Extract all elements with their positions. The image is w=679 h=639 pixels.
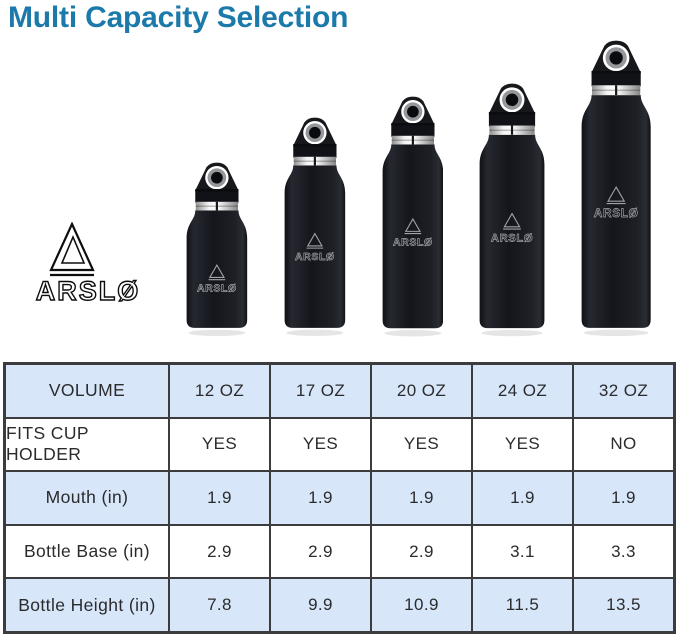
bottle-shadow: [481, 329, 543, 337]
bottle-brand-text: ARSLØ: [594, 206, 639, 220]
table-cell-value: NO: [573, 417, 674, 472]
bottle-brand-logo: [606, 186, 626, 205]
bottle-20-oz: ARSLØ: [382, 96, 443, 337]
bottle-body: [479, 134, 545, 328]
table-cell-value: 7.8: [169, 578, 270, 632]
table-col-header: 12 OZ: [169, 364, 270, 418]
table-cell-value: YES: [371, 417, 472, 472]
table-row-label: Bottle Base (in): [5, 524, 169, 579]
table-cell-value: 1.9: [573, 471, 674, 525]
table-cell-value: YES: [270, 417, 371, 472]
bottle-body: [382, 144, 443, 328]
table-row-label: FITS CUP HOLDER: [5, 417, 169, 472]
capacity-table: VOLUME 12 OZ 17 OZ 20 OZ 24 OZ 32 OZ FITS CUP …: [3, 362, 676, 634]
bottle-loop-cap: [489, 83, 536, 114]
table-row-label: Bottle Height (in): [5, 578, 169, 632]
bottle-shadow: [384, 329, 441, 337]
table-cell-value: 11.5: [472, 578, 573, 632]
table-cell-value: 9.9: [270, 578, 371, 632]
table-cell-value: 2.9: [270, 524, 371, 579]
bottle-brand-text: ARSLØ: [393, 236, 433, 248]
bottle-brand-logo: [404, 217, 421, 234]
table-cell-value: 10.9: [371, 578, 472, 632]
table-row-label: Mouth (in): [5, 471, 169, 525]
bottle-12-oz: ARSLØ: [186, 162, 248, 337]
bottle-brand-logo: [306, 232, 323, 249]
bottle-cap-collar: [489, 112, 536, 127]
table-header-volume: VOLUME: [5, 364, 169, 418]
table-cell-value: 13.5: [573, 578, 674, 632]
table-cell-value: 3.3: [573, 524, 674, 579]
table-cell-value: 1.9: [371, 471, 472, 525]
table-cell-value: 2.9: [371, 524, 472, 579]
bottle-17-oz: ARSLØ: [284, 117, 345, 337]
table-cell-value: 1.9: [270, 471, 371, 525]
bottle-lineup: ARSLØ ARSLØ: [186, 40, 652, 338]
bottle-shadow: [286, 329, 344, 337]
table-cell-value: YES: [472, 417, 573, 472]
table-cell-value: 1.9: [169, 471, 270, 525]
bottle-cap-collar: [293, 144, 337, 158]
bottle-32-oz: ARSLØ: [581, 40, 651, 337]
bottle-shadow: [188, 329, 246, 337]
bottle-cap-collar: [195, 189, 239, 203]
bottle-shadow: [584, 329, 649, 337]
bottle-loop-cap: [195, 162, 239, 191]
bottle-brand-logo: [503, 212, 522, 230]
brand-triangle-logo: [49, 222, 95, 277]
table-cell-value: 3.1: [472, 524, 573, 579]
bottle-brand-logo: [208, 264, 226, 281]
bottle-cap-collar: [591, 71, 642, 87]
bottle-24-oz: ARSLØ: [479, 83, 545, 337]
bottle-body: [581, 95, 651, 328]
bottle-loop-cap: [591, 40, 642, 73]
table-col-header: 24 OZ: [472, 364, 573, 418]
table-col-header: 32 OZ: [573, 364, 674, 418]
bottle-brand-text: ARSLØ: [295, 251, 335, 263]
bottle-brand-text: ARSLØ: [491, 233, 533, 245]
table-col-header: 20 OZ: [371, 364, 472, 418]
page-title: Multi Capacity Selection: [8, 1, 349, 34]
table-cell-value: 1.9: [472, 471, 573, 525]
bottle-loop-cap: [390, 96, 435, 125]
table-cell-value: YES: [169, 417, 270, 472]
bottle-body: [186, 210, 248, 329]
bottle-loop-cap: [293, 117, 337, 146]
bottle-body: [284, 165, 345, 328]
bottle-brand-text: ARSLØ: [197, 282, 237, 294]
table-col-header: 17 OZ: [270, 364, 371, 418]
brand-name: ARSLØ: [35, 275, 141, 306]
table-cell-value: 2.9: [169, 524, 270, 579]
bottle-cap-collar: [390, 123, 435, 137]
